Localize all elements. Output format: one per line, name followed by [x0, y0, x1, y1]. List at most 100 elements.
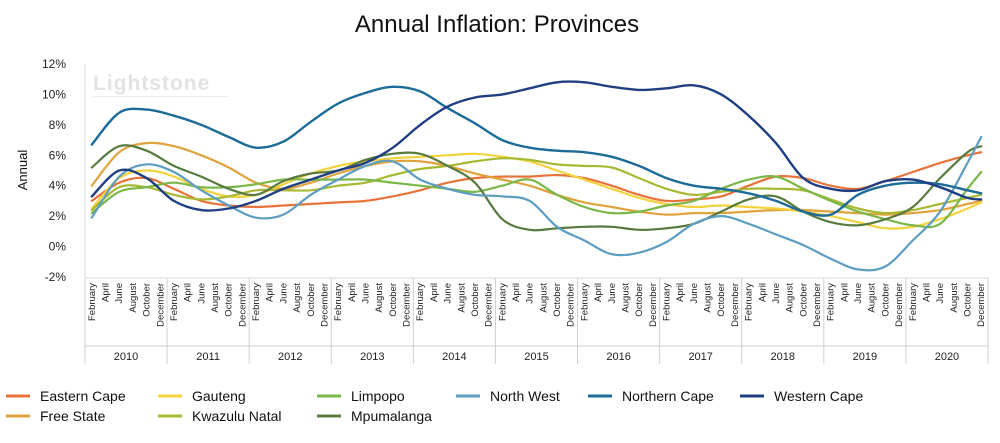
x-month-label: February: [87, 283, 98, 321]
legend-swatch: [317, 394, 341, 398]
x-month-label: August: [210, 283, 221, 313]
y-tick-label: 12%: [42, 57, 66, 71]
x-month-label: October: [224, 283, 235, 317]
x-month-label: April: [347, 283, 358, 302]
legend-swatch: [6, 394, 30, 398]
x-axis-year-ticks: 2010 2011 2012 2013 2014 2015 2016 2017 2018 2019…: [114, 351, 959, 363]
x-month-label: August: [456, 283, 467, 313]
y-axis-ticks: 12% 10% 8% 6% 4% 2% 0% -2%: [42, 57, 66, 284]
x-month-label: April: [757, 283, 768, 302]
legend-item-limpopo: Limpopo: [317, 388, 405, 404]
x-month-label: June: [196, 283, 207, 304]
x-year-label: 2014: [442, 351, 466, 363]
legend-item-free-state: Free State: [6, 408, 106, 424]
x-month-label: December: [484, 283, 495, 327]
x-month-label: June: [853, 283, 864, 304]
legend: Eastern Cape Free State Gauteng Kwazulu Nat…: [6, 388, 863, 424]
x-month-label: August: [867, 283, 878, 313]
legend-item-eastern-cape: Eastern Cape: [6, 388, 126, 404]
x-month-label: February: [251, 283, 262, 321]
x-month-label: June: [443, 283, 454, 304]
x-month-label: June: [114, 283, 125, 304]
series-line-gauteng: [90, 152, 983, 230]
legend-label: Gauteng: [192, 388, 246, 404]
x-month-label: October: [388, 283, 399, 317]
x-month-label: August: [703, 283, 714, 313]
x-year-label: 2013: [360, 351, 384, 363]
legend-label: Northern Cape: [622, 388, 714, 404]
y-tick-label: 6%: [49, 148, 67, 162]
legend-item-western-cape: Western Cape: [740, 388, 863, 404]
x-month-label: August: [128, 283, 139, 313]
x-month-label: February: [908, 283, 919, 321]
watermark-logo: Lightstone: [93, 72, 228, 97]
x-month-label: April: [429, 283, 440, 302]
x-month-label: August: [538, 283, 549, 313]
x-month-label: April: [183, 283, 194, 302]
x-year-label: 2011: [196, 351, 220, 363]
legend-label: Free State: [40, 408, 106, 424]
chart-title: Annual Inflation: Provinces: [355, 11, 639, 38]
legend-label: Western Cape: [774, 388, 863, 404]
series-line-mpumalanga: [90, 144, 983, 232]
x-year-label: 2015: [524, 351, 548, 363]
y-tick-label: 10%: [42, 87, 66, 101]
legend-swatch: [740, 394, 764, 398]
x-month-label: June: [278, 283, 289, 304]
x-month-label: June: [525, 283, 536, 304]
x-month-label: August: [620, 283, 631, 313]
legend-swatch: [6, 414, 30, 418]
x-month-label: April: [265, 283, 276, 302]
x-month-label: October: [716, 283, 727, 317]
legend-swatch: [588, 394, 612, 398]
x-month-label: June: [771, 283, 782, 304]
x-month-label: October: [306, 283, 317, 317]
x-year-label: 2018: [771, 351, 795, 363]
x-month-label: June: [607, 283, 618, 304]
x-month-label: October: [142, 283, 153, 317]
x-month-label: February: [169, 283, 180, 321]
legend-item-mpumalanga: Mpumalanga: [317, 408, 432, 424]
legend-swatch: [317, 414, 341, 418]
y-tick-label: 4%: [49, 179, 67, 193]
x-year-label: 2019: [853, 351, 877, 363]
axes: [84, 64, 989, 364]
x-month-label: February: [744, 283, 755, 321]
x-month-label: December: [566, 283, 577, 327]
x-month-label: December: [812, 283, 823, 327]
x-year-label: 2012: [278, 351, 302, 363]
x-month-label: December: [402, 283, 413, 327]
y-tick-label: 2%: [49, 209, 67, 223]
series-line-northern-cape: [90, 85, 983, 217]
legend-item-north-west: North West: [456, 388, 560, 404]
x-month-label: February: [826, 283, 837, 321]
x-month-label: February: [661, 283, 672, 321]
x-month-label: December: [155, 283, 166, 327]
x-year-label: 2017: [688, 351, 712, 363]
x-month-label: December: [319, 283, 330, 327]
x-month-label: February: [415, 283, 426, 321]
x-month-label: December: [237, 283, 248, 327]
legend-swatch: [456, 394, 480, 398]
x-month-label: October: [634, 283, 645, 317]
series-line-western-cape: [90, 80, 983, 212]
x-month-label: August: [949, 283, 960, 313]
x-month-label: June: [935, 283, 946, 304]
x-month-label: April: [593, 283, 604, 302]
legend-item-kwazulu-natal: Kwazulu Natal: [158, 408, 282, 424]
x-month-label: October: [552, 283, 563, 317]
x-month-label: June: [689, 283, 700, 304]
legend-item-northern-cape: Northern Cape: [588, 388, 714, 404]
x-month-label: August: [292, 283, 303, 313]
series-line-north-west: [90, 135, 983, 272]
x-month-label: February: [497, 283, 508, 321]
x-month-label: October: [470, 283, 481, 317]
legend-label: Kwazulu Natal: [192, 408, 282, 424]
legend-swatch: [158, 394, 182, 398]
x-year-label: 2016: [606, 351, 630, 363]
x-month-label: December: [648, 283, 659, 327]
x-month-label: August: [374, 283, 385, 313]
x-month-label: December: [894, 283, 905, 327]
x-month-label: April: [675, 283, 686, 302]
